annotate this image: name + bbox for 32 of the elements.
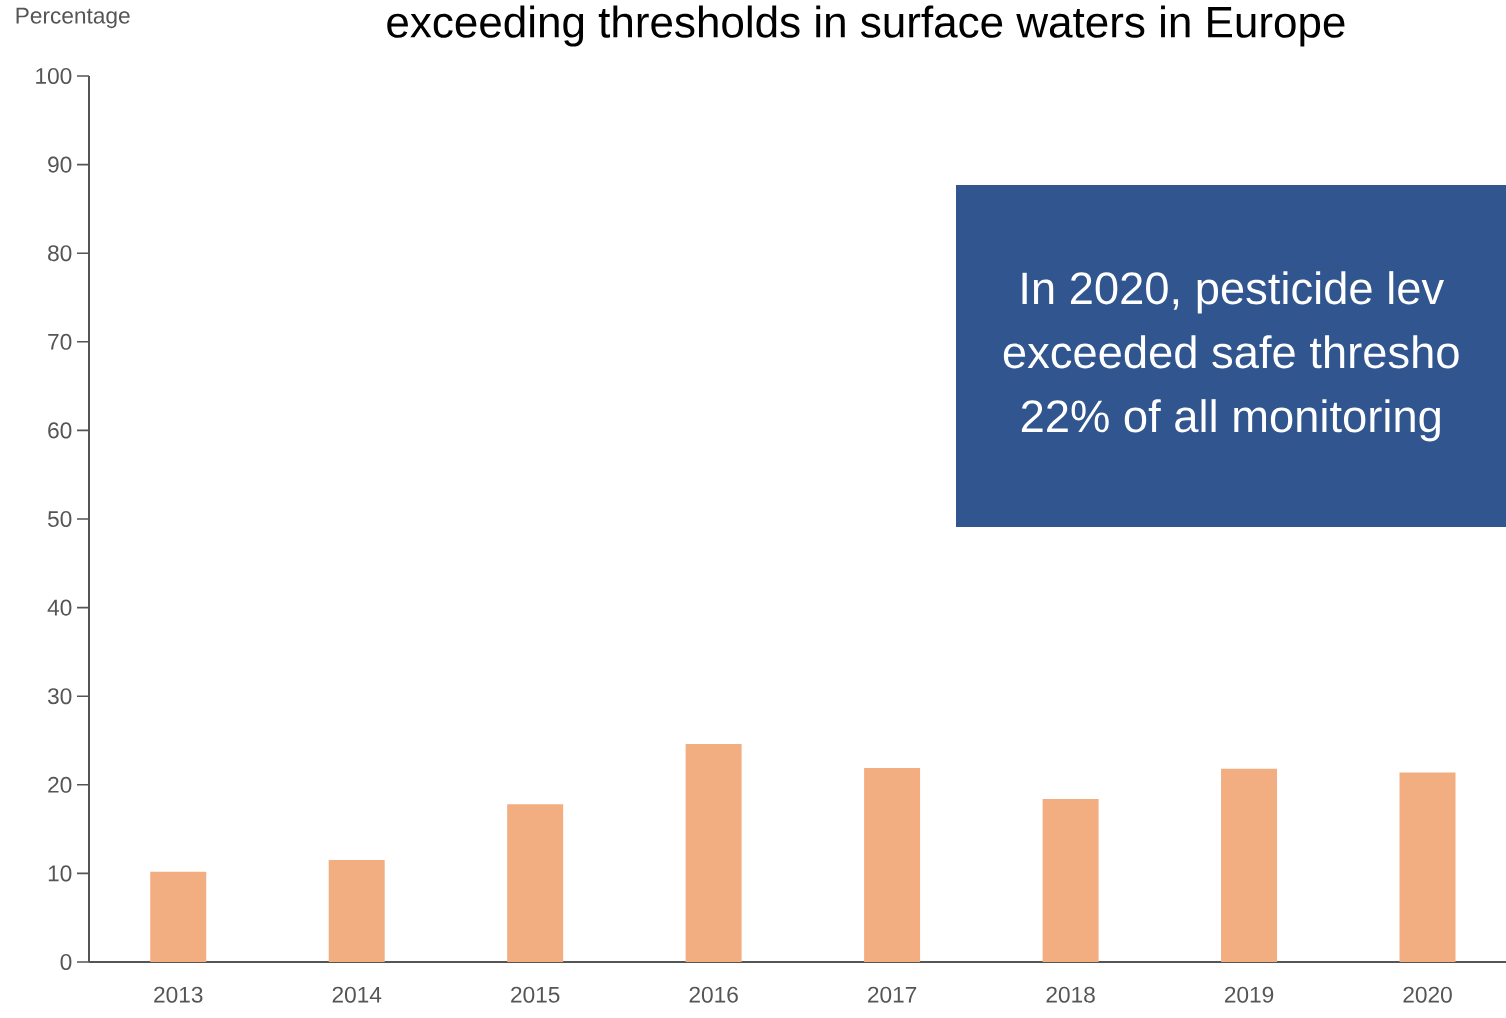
bar [685, 744, 742, 962]
x-tick-label: 2016 [689, 986, 738, 1003]
x-tick-label: 2020 [1403, 986, 1452, 1003]
x-tick-label: 2013 [154, 986, 203, 1003]
y-tick-label: 100 [36, 67, 72, 85]
y-tick-label: 80 [48, 245, 72, 262]
y-tick-label: 60 [48, 422, 72, 439]
x-tick-label: 2015 [511, 986, 560, 1003]
bar [328, 860, 385, 962]
x-tick-label: 2018 [1046, 986, 1095, 1003]
x-tick-label: 2014 [332, 986, 382, 1003]
y-tick-label: 0 [60, 953, 72, 971]
x-tick-label: 2017 [868, 986, 917, 1003]
bar [864, 767, 921, 962]
chart-title: exceeding thresholds in surface waters in Europe [387, 5, 1345, 47]
y-tick-label: 50 [47, 510, 72, 528]
bar [1221, 768, 1278, 962]
annotation: 22% of all monitoring [1021, 399, 1440, 442]
bar [507, 804, 564, 962]
bar [1042, 798, 1099, 962]
y-tick-label: 90 [48, 156, 72, 173]
bar [1399, 772, 1456, 962]
y-tick-label: 40 [47, 599, 72, 616]
x-tick-label: 2019 [1224, 986, 1274, 1003]
annotation: In 2020, pesticide lev [1022, 271, 1444, 314]
annotation: exceeded safe thresho [1003, 335, 1459, 369]
y-tick-label: 70 [48, 333, 72, 350]
y-axis-title: Percentage [16, 7, 130, 29]
bar [150, 871, 207, 962]
y-tick-label: 20 [48, 776, 72, 793]
y-tick-label: 10 [48, 865, 72, 882]
y-tick-label: 30 [47, 688, 72, 705]
